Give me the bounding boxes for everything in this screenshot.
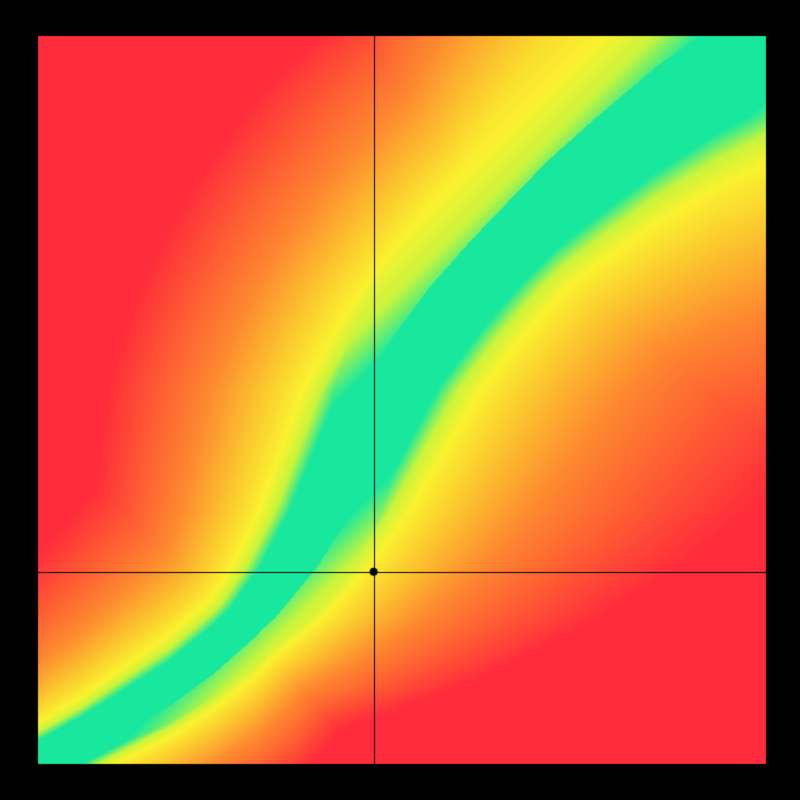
heatmap-plot (0, 0, 800, 800)
